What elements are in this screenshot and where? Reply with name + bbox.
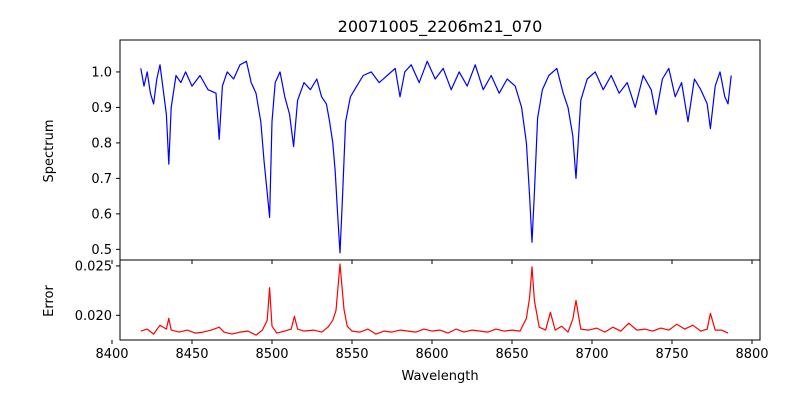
- top-y-tick-label: 0.6: [91, 207, 112, 222]
- spectrum-series-line: [140, 60, 732, 254]
- x-axis-label: Wavelength: [401, 369, 478, 384]
- x-tick-label: 8650: [495, 347, 528, 362]
- top-y-tick-label: 0.8: [91, 136, 112, 151]
- spectrum-y-axis-label: Spectrum: [42, 120, 57, 183]
- top-y-tick-label: 0.9: [91, 101, 112, 116]
- bottom-axes-frame: [119, 259, 761, 341]
- x-tick-label: 8750: [655, 347, 688, 362]
- x-tick-label: 8550: [335, 347, 368, 362]
- top-y-tick-label: 0.5: [91, 243, 112, 258]
- x-tick-label: 8400: [95, 347, 128, 362]
- x-tick-label: 8700: [575, 347, 608, 362]
- x-tick-label: 8800: [735, 347, 768, 362]
- bottom-y-tick-label: 0.020: [75, 309, 112, 324]
- x-tick-label: 8450: [175, 347, 208, 362]
- error-plot: 8400 8450 8500 8550 8600 8650 8700 8750 8800 0.02…: [75, 259, 769, 362]
- chart-title: 20071005_2206m21_070: [338, 17, 543, 37]
- error-series-line: [140, 263, 729, 336]
- top-y-tick-label: 0.7: [91, 172, 112, 187]
- x-tick-label: 8500: [255, 347, 288, 362]
- bottom-y-tick-label: 0.025: [75, 259, 112, 274]
- top-y-tick-label: 1.0: [91, 65, 112, 80]
- x-tick-label: 8600: [415, 347, 448, 362]
- spectrum-plot: 0.5 0.6 0.7 0.8 0.9 1.0: [91, 39, 761, 264]
- error-y-axis-label: Error: [42, 285, 57, 317]
